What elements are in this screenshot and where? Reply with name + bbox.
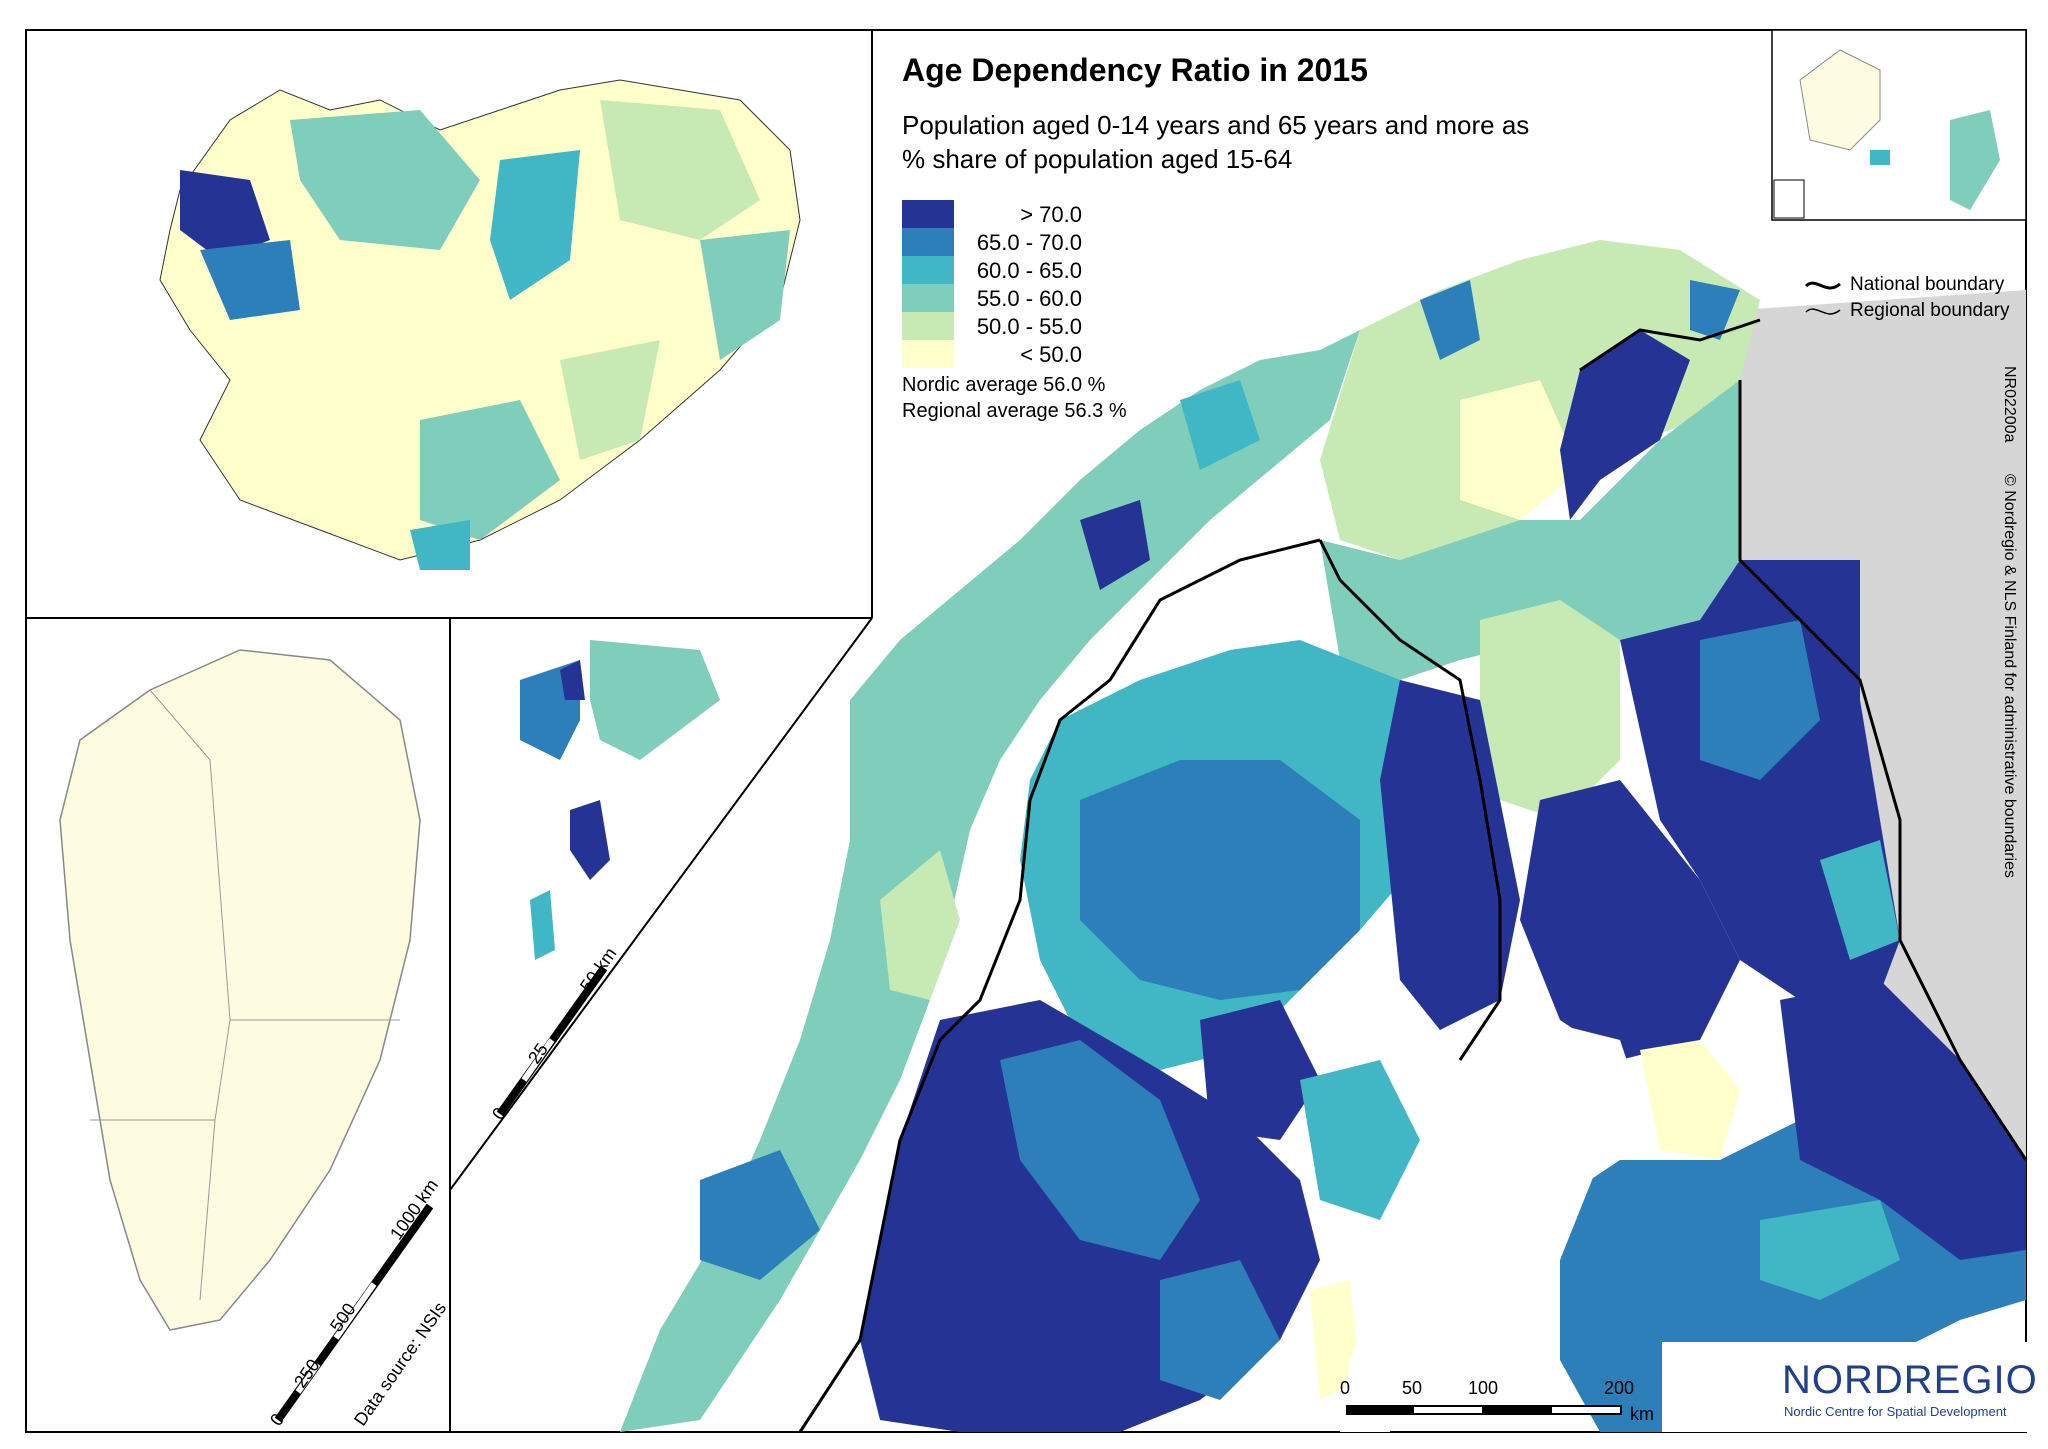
iceland-south — [420, 400, 560, 540]
main-map — [620, 240, 2026, 1432]
iceland-northeast — [600, 100, 760, 240]
region-finland-southeast — [1780, 980, 2026, 1260]
scale-label: 100 — [1468, 1378, 1499, 1398]
greenland-land — [59, 649, 421, 1331]
legend-row: 50.0 - 55.0 — [902, 312, 1202, 340]
legend-label: 65.0 - 70.0 — [976, 230, 1082, 255]
scale-label: 0 — [1340, 1378, 1351, 1398]
national-boundary-symbol — [1804, 281, 1841, 290]
region-oulu-city — [1640, 1040, 1740, 1160]
region-finland-teal — [1760, 1200, 1900, 1300]
legend-row: > 70.0 — [902, 200, 1202, 228]
iceland-south-teal — [410, 520, 470, 570]
legend-row: 60.0 - 65.0 — [902, 256, 1202, 284]
region-umea — [1310, 1280, 1360, 1400]
region-kainuu-blue — [1700, 620, 1820, 780]
iceland-north — [290, 110, 480, 250]
region-finnmark-blue — [1420, 280, 1480, 360]
region-norway-coast-3 — [700, 1150, 820, 1280]
region-gallivare — [1200, 1000, 1320, 1140]
region-oulu-area — [1520, 780, 1740, 1060]
region-vasterbotten-south — [1160, 1260, 1280, 1400]
legend-label: 60.0 - 65.0 — [976, 258, 1082, 283]
locator-inset — [1771, 29, 2027, 221]
legend-label: 50.0 - 55.0 — [976, 314, 1082, 339]
nordregio-logo: NORDREGIO Nordic Centre for Spatial Deve… — [1662, 1342, 2037, 1432]
region-norway-coast-2 — [880, 850, 960, 1000]
region-utsjoki — [1560, 330, 1690, 520]
logo-name: NORDREGIO — [1782, 1358, 2038, 1402]
iceland-north-center — [490, 150, 580, 300]
legend-swatch — [902, 284, 954, 312]
legend-swatch — [902, 200, 954, 228]
region-kainuu — [1620, 560, 1900, 1020]
nordic-average: Nordic average 56.0 % — [902, 374, 1106, 396]
scalebar-main — [1346, 1405, 1622, 1415]
legend-swatch — [902, 312, 954, 340]
scale-label: km — [1630, 1404, 1654, 1424]
legend-swatch — [902, 340, 954, 368]
region-norway-coast-5 — [1080, 500, 1150, 590]
greenland-boundary-2 — [90, 1119, 216, 1301]
region-coast-skelleftea — [1300, 1060, 1420, 1220]
scalebar-greenland — [274, 1203, 434, 1423]
national-boundary-label: National boundary — [1850, 274, 2005, 295]
region-finnmark-east — [1690, 280, 1740, 340]
regional-boundary-symbol — [1805, 308, 1841, 315]
region-norway-coast-4 — [1180, 380, 1260, 470]
map-title: Age Dependency Ratio in 2015 — [902, 52, 1368, 88]
region-finnmark-yellow — [1460, 380, 1580, 520]
scalebar-svalbard — [496, 965, 608, 1117]
legend-swatch — [902, 228, 954, 256]
iceland-southeast — [560, 340, 660, 460]
scale-label: 50 — [1402, 1378, 1423, 1398]
svalbard-islands — [520, 640, 720, 960]
region-tornedalen — [1380, 680, 1520, 1030]
legend-row: 65.0 - 70.0 — [902, 228, 1202, 256]
regional-boundary-label: Regional boundary — [1850, 300, 2010, 321]
legend-row: < 50.0 — [902, 340, 1202, 368]
region-vasterbotten-mid — [1000, 1040, 1200, 1260]
map-subtitle: Population aged 0-14 years and 65 years … — [902, 110, 1530, 174]
region-norrbotten-center — [1080, 760, 1360, 1000]
logo-subtitle: Nordic Centre for Spatial Development — [1784, 1404, 2007, 1419]
iceland-inset — [26, 30, 873, 619]
scale-label: 200 — [1604, 1378, 1635, 1398]
region-lapland-north — [1320, 380, 1740, 680]
regional-average: Regional average 56.3 % — [902, 400, 1127, 422]
legend: > 70.0 65.0 - 70.0 60.0 - 65.0 55.0 - 60… — [902, 200, 1202, 368]
gulf-of-bothnia — [1340, 1020, 1640, 1432]
region-norway-coast — [620, 330, 1360, 1432]
national-boundaries — [798, 318, 2028, 1433]
region-lapland-yellowgreen — [1480, 600, 1620, 820]
iceland-westfjords — [180, 170, 270, 260]
copyright-text: © Nordregio & NLS Finland for administra… — [2001, 474, 2018, 878]
legend-label: 55.0 - 60.0 — [976, 286, 1082, 311]
legend-row: 55.0 - 60.0 — [902, 284, 1202, 312]
legend-label: > 70.0 — [1020, 202, 1082, 227]
iceland-west — [200, 240, 300, 320]
boundary-legend — [1804, 281, 1841, 315]
greenland-boundary-1 — [149, 689, 231, 1121]
region-kainuu-teal — [1820, 840, 1900, 960]
legend-swatch — [902, 256, 954, 284]
greenland-inset — [59, 617, 873, 1432]
iceland-east — [700, 230, 790, 360]
map-id: NR02200a — [2001, 366, 2018, 443]
legend-label: < 50.0 — [1020, 342, 1082, 367]
